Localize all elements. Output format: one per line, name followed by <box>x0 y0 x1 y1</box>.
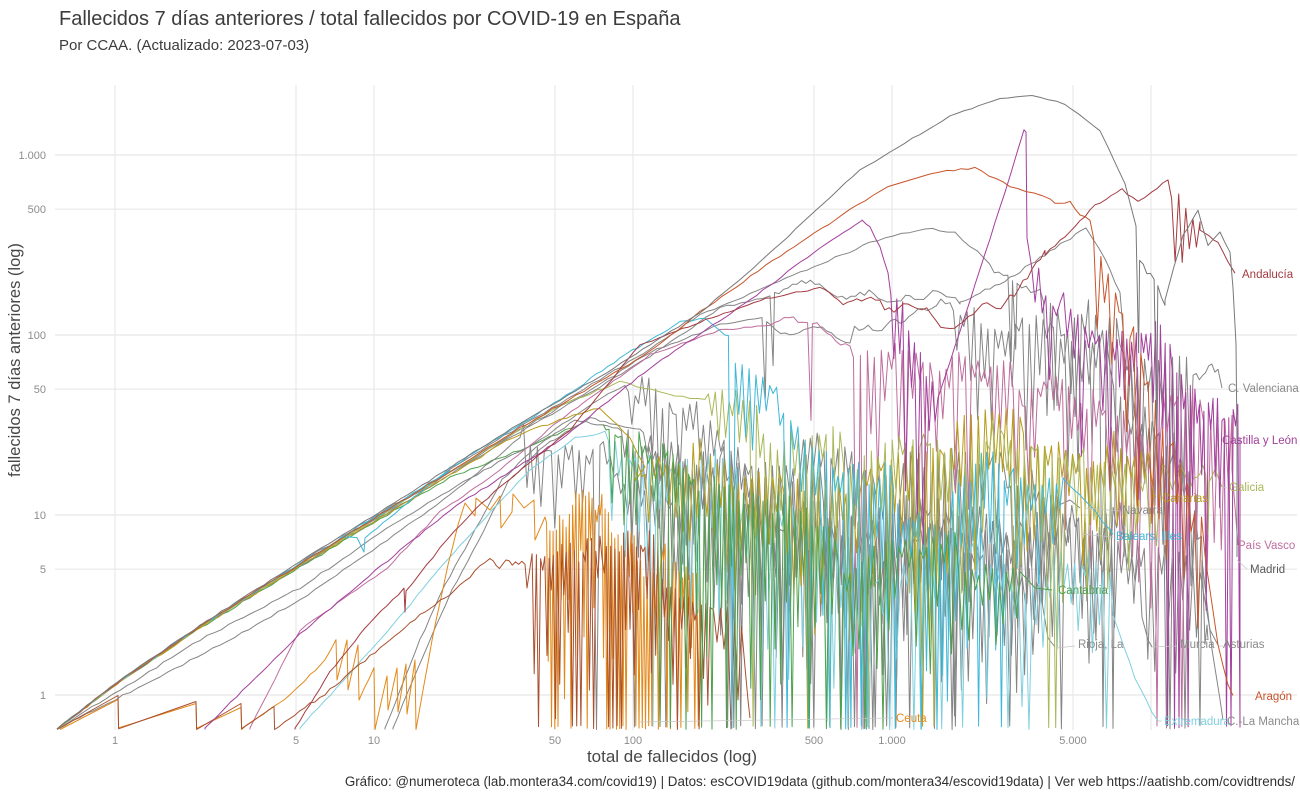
svg-text:fallecidos 7 días anteriores (: fallecidos 7 días anteriores (log) <box>6 243 24 477</box>
svg-text:Castilla y León: Castilla y León <box>1222 435 1297 447</box>
svg-text:País Vasco: País Vasco <box>1238 540 1295 552</box>
svg-text:50: 50 <box>549 735 561 747</box>
svg-text:Balears, Illes: Balears, Illes <box>1116 531 1182 543</box>
svg-text:500: 500 <box>28 204 46 216</box>
svg-text:5: 5 <box>293 735 299 747</box>
svg-text:Ceuta: Ceuta <box>896 713 927 725</box>
svg-text:Aragón: Aragón <box>1255 691 1292 703</box>
svg-text:total de fallecidos (log): total de fallecidos (log) <box>587 747 757 766</box>
svg-text:500: 500 <box>805 735 823 747</box>
svg-text:Andalucía: Andalucía <box>1242 269 1294 281</box>
svg-text:Asturias: Asturias <box>1223 639 1265 651</box>
svg-text:C.-La Mancha: C.-La Mancha <box>1227 716 1300 728</box>
svg-text:Rioja, La: Rioja, La <box>1078 639 1124 651</box>
svg-text:1.000: 1.000 <box>18 150 46 162</box>
svg-text:Por CCAA. (Actualizado: 2023-0: Por CCAA. (Actualizado: 2023-07-03) <box>59 37 309 54</box>
svg-text:1: 1 <box>40 690 46 702</box>
svg-text:Gráfico: @numeroteca (lab.mont: Gráfico: @numeroteca (lab.montera34.com/… <box>345 774 1295 789</box>
svg-text:Galicia: Galicia <box>1229 482 1265 494</box>
svg-text:10: 10 <box>368 735 380 747</box>
svg-text:Extremadura: Extremadura <box>1164 716 1230 728</box>
svg-text:Murcia: Murcia <box>1180 639 1215 651</box>
svg-text:50: 50 <box>34 384 46 396</box>
svg-text:Canarias: Canarias <box>1162 493 1208 505</box>
svg-text:Navarra: Navarra <box>1122 505 1164 517</box>
svg-text:Fallecidos 7 días anteriores /: Fallecidos 7 días anteriores / total fal… <box>59 8 681 30</box>
svg-text:5.000: 5.000 <box>1059 735 1087 747</box>
svg-text:1.000: 1.000 <box>878 735 906 747</box>
svg-text:Madrid: Madrid <box>1250 564 1285 576</box>
svg-text:10: 10 <box>34 510 46 522</box>
svg-text:C. Valenciana: C. Valenciana <box>1228 383 1299 395</box>
svg-text:Cantabria: Cantabria <box>1058 585 1108 597</box>
svg-text:5: 5 <box>40 564 46 576</box>
svg-text:100: 100 <box>28 330 46 342</box>
svg-text:1: 1 <box>112 735 118 747</box>
svg-text:100: 100 <box>624 735 642 747</box>
